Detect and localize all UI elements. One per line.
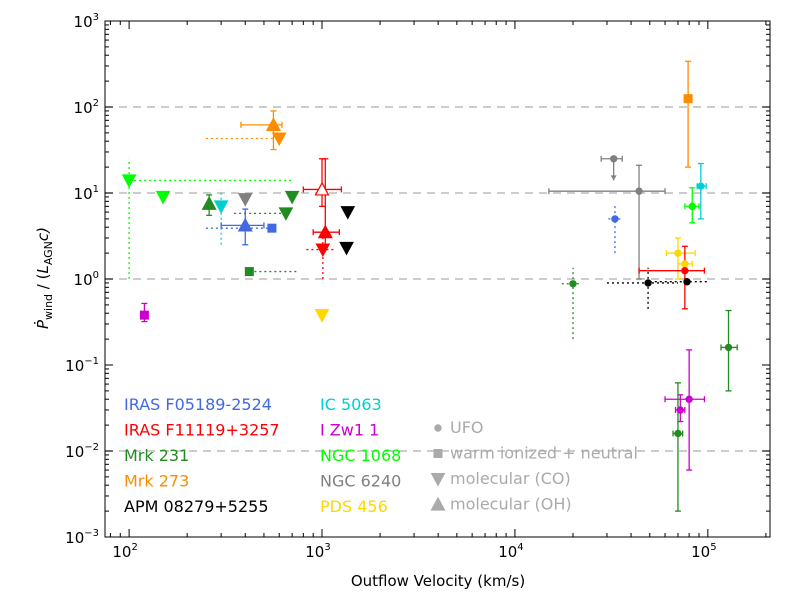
y-tick-label: 10−3: [65, 528, 99, 547]
marker-i-zw1-1: [685, 395, 693, 403]
marker-mrk-231: [284, 190, 300, 205]
legend-entry-mrk-273: Mrk 273: [124, 472, 189, 491]
legend-phase-marker: [433, 449, 443, 458]
x-tick-label: 103: [305, 542, 330, 561]
y-title-L: L: [34, 265, 52, 273]
marker-iras-f11119-3257: [681, 266, 689, 275]
marker-mrk-273: [683, 94, 693, 104]
marker-i-zw1-1: [139, 310, 149, 320]
legend-entry-iras-f05189-2524: IRAS F05189-2524: [124, 395, 272, 414]
marker-mrk-231: [244, 267, 254, 277]
x-tick-label: 102: [112, 542, 137, 561]
marker-ngc-6240: [609, 155, 618, 163]
legend-phase-marker: [434, 424, 442, 432]
plot-frame: [104, 20, 771, 538]
data-markers: [121, 94, 733, 438]
marker-ic-5063: [213, 200, 229, 214]
marker-apm-08279-5255: [644, 279, 652, 287]
marker-apm-08279-5255: [339, 241, 354, 256]
y-axis-title: Ṗwind / (LAGNc): [33, 227, 55, 329]
legend-entry-i-zw1-1: I Zw1 1: [320, 421, 379, 440]
y-tick-label: 101: [74, 184, 99, 203]
legend-phases: UFO warm ionized + neutral molecular (CO) m…: [430, 418, 638, 514]
marker-pds-456: [674, 249, 682, 257]
marker-iras-f11119-3257: [314, 181, 330, 196]
upper-limit-arrow: [610, 175, 617, 181]
y-title-main: Ṗ: [33, 319, 52, 329]
legend-entry-ngc-1068: NGC 1068: [320, 446, 401, 465]
legend-phase-label: molecular (OH): [450, 495, 572, 514]
marker-i-zw1-1: [676, 406, 685, 414]
marker-iras-f05189-2524: [237, 217, 253, 232]
marker-mrk-231: [201, 195, 217, 210]
y-tick-label: 10−1: [65, 356, 99, 375]
marker-mrk-273: [265, 117, 281, 131]
legend-entry-mrk-231: Mrk 231: [124, 446, 189, 465]
y-axis-ticks: 10−3 10−2 10−1 100 101 102 103: [65, 12, 770, 547]
y-tick-label: 10−2: [65, 442, 99, 461]
marker-ngc-1068: [121, 174, 137, 188]
legend-objects: IRAS F05189-2524 IRAS F11119+3257 Mrk 231 M…: [124, 395, 401, 516]
marker-mrk-231: [674, 429, 682, 438]
y-title-sub2: AGN: [42, 241, 55, 265]
marker-iras-f11119-3257: [315, 243, 331, 258]
marker-ic-5063: [697, 182, 705, 190]
legend-phase-marker: [430, 496, 446, 511]
marker-apm-08279-5255: [683, 278, 691, 286]
legend-phase-label: warm ionized + neutral: [450, 444, 638, 463]
marker-pds-456: [681, 260, 689, 268]
x-axis-ticks: 102 103 104 105: [109, 21, 767, 561]
y-title-mid: / (: [34, 274, 52, 294]
marker-iras-f05189-2524: [611, 215, 619, 223]
legend-entry-apm-08279-5255: APM 08279+5255: [124, 497, 269, 516]
marker-iras-f05189-2524: [267, 223, 277, 233]
x-tick-label: 104: [498, 542, 523, 561]
marker-mrk-273: [271, 132, 287, 147]
y-title-end: c): [34, 227, 52, 241]
legend-entry-pds-456: PDS 456: [320, 497, 388, 516]
marker-mrk-231: [569, 280, 577, 288]
marker-pds-456: [314, 309, 330, 323]
error-bars: [128, 60, 738, 512]
y-tick-label: 103: [74, 12, 99, 31]
legend-entry-iras-f11119-3257: IRAS F11119+3257: [124, 421, 280, 440]
x-tick-label: 105: [691, 542, 716, 561]
marker-mrk-231: [724, 343, 733, 352]
marker-mrk-231: [278, 207, 294, 221]
y-tick-label: 100: [74, 270, 99, 289]
marker-ngc-6240: [635, 187, 643, 195]
legend-phase-label: UFO: [450, 418, 484, 437]
marker-ngc-1068: [688, 202, 696, 211]
marker-apm-08279-5255: [340, 206, 356, 220]
legend-entry-ic-5063: IC 5063: [320, 395, 382, 414]
y-tick-label: 102: [74, 98, 99, 117]
x-axis-title: Outflow Velocity (km/s): [351, 572, 525, 590]
marker-iras-f11119-3257: [317, 224, 333, 239]
legend-phase-marker: [430, 473, 446, 487]
legend-phase-label: molecular (CO): [450, 469, 571, 488]
legend-entry-ngc-6240: NGC 6240: [320, 472, 401, 491]
y-title-sub1: wind: [42, 294, 55, 320]
marker-ngc-1068: [155, 190, 171, 205]
marker-ngc-6240: [237, 193, 253, 207]
